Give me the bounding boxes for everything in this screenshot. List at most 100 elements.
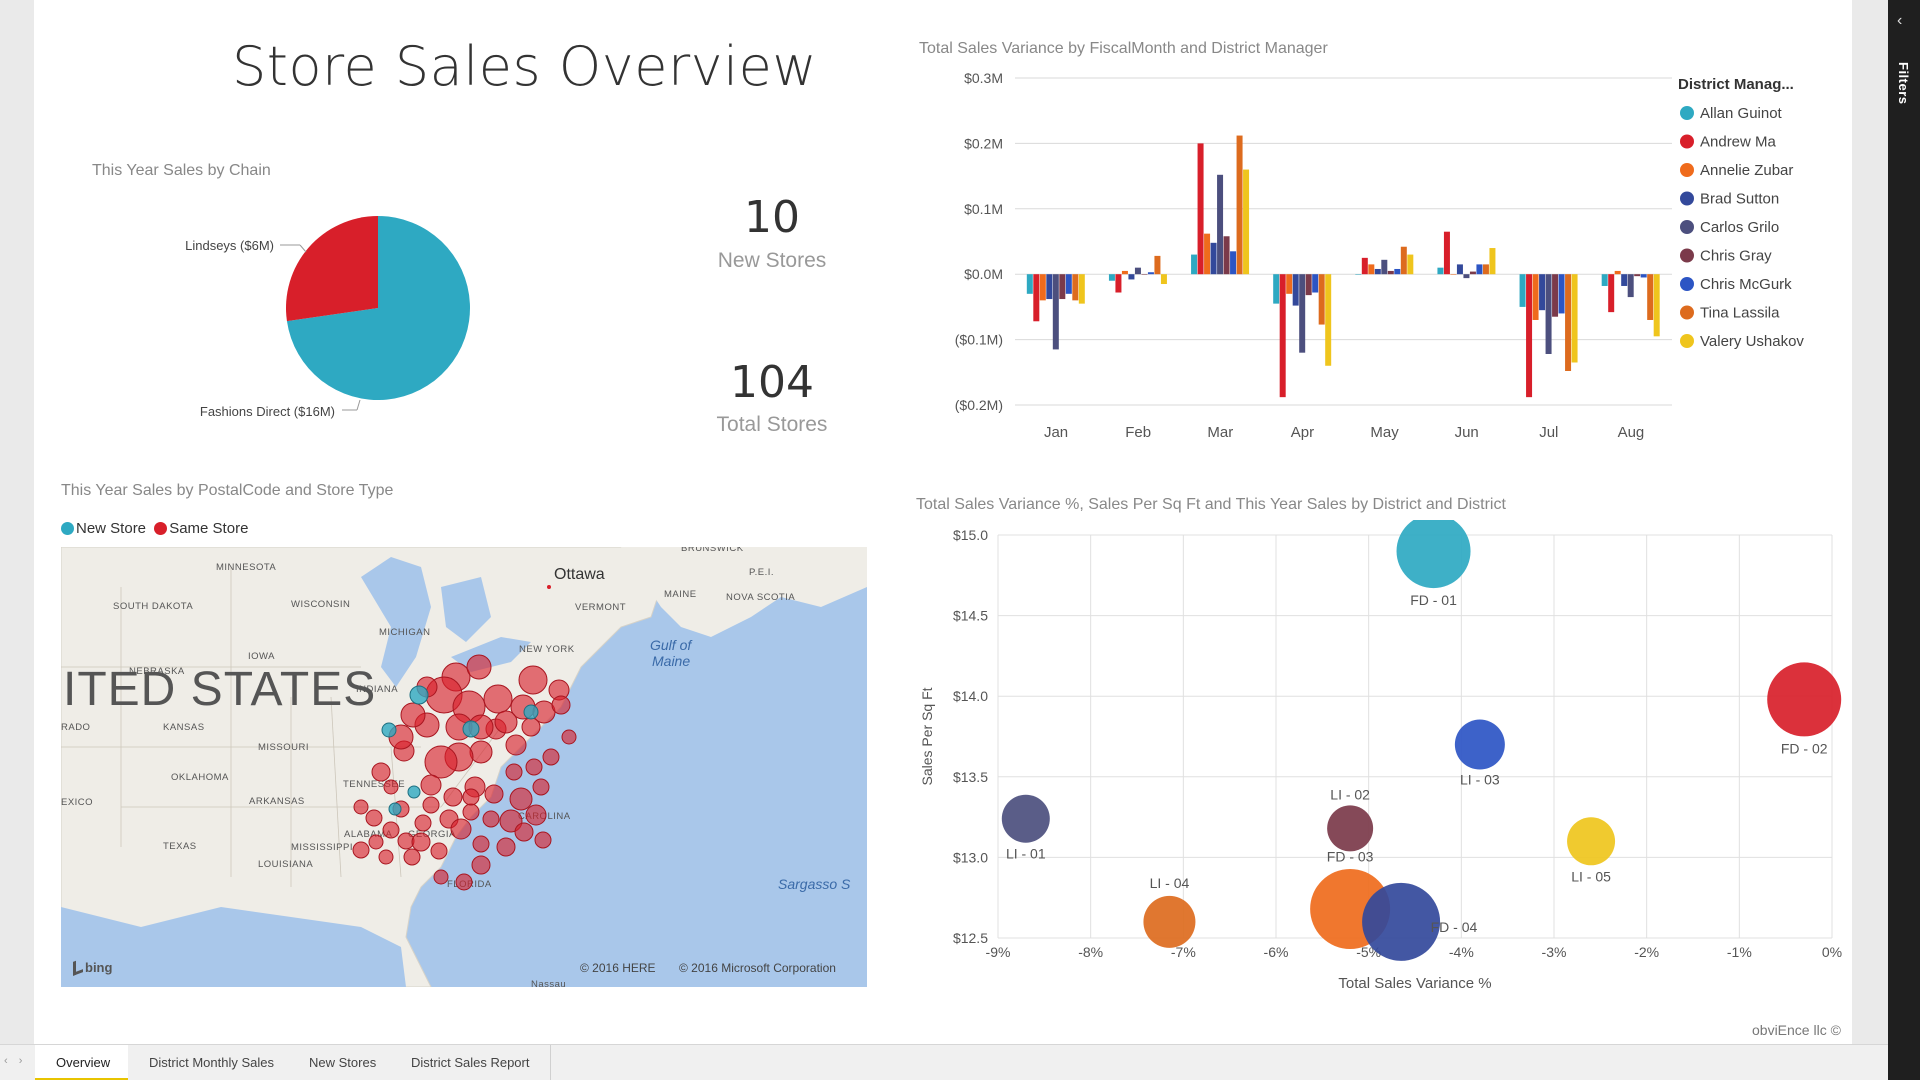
pie-slice-1[interactable] <box>286 216 378 322</box>
map-bubble-same-store[interactable] <box>383 779 399 795</box>
bar-jul-2[interactable] <box>1532 274 1539 320</box>
scatter-bubble-3[interactable] <box>1001 794 1050 843</box>
bar-aug-1[interactable] <box>1608 274 1615 313</box>
bar-legend-dot-3[interactable] <box>1680 191 1694 206</box>
map-bubble-same-store[interactable] <box>466 654 492 680</box>
bar-legend-dot-0[interactable] <box>1680 106 1694 120</box>
chevron-left-icon[interactable]: ‹ <box>1897 12 1903 29</box>
bar-legend-label-0[interactable]: Allan Guinot <box>1700 105 1783 122</box>
map-bubble-same-store[interactable] <box>521 717 541 737</box>
bar-apr-2[interactable] <box>1286 274 1293 294</box>
map-bubble-same-store[interactable] <box>514 822 534 842</box>
map-graphic[interactable]: MINNESOTA SOUTH DAKOTA WISCONSIN MICHIGAN IO… <box>61 547 867 987</box>
bar-jan-7[interactable] <box>1072 274 1079 301</box>
scatter-bubble-2[interactable] <box>1454 719 1505 770</box>
map-bubble-same-store[interactable] <box>542 748 560 766</box>
bar-jan-2[interactable] <box>1039 274 1046 301</box>
map-bubble-same-store[interactable] <box>352 841 370 859</box>
map-bubble-same-store[interactable] <box>505 734 527 756</box>
bar-jun-4[interactable] <box>1463 274 1470 279</box>
bar-jun-0[interactable] <box>1437 267 1444 275</box>
bar-feb-2[interactable] <box>1121 270 1128 275</box>
bar-feb-3[interactable] <box>1128 274 1135 280</box>
map-bubble-same-store[interactable] <box>365 809 383 827</box>
map-bubble-same-store[interactable] <box>472 835 490 853</box>
bar-jan-4[interactable] <box>1052 274 1059 350</box>
map-bubble-same-store[interactable] <box>494 710 518 734</box>
map-bubble-same-store[interactable] <box>471 855 491 875</box>
map-bubble-same-store[interactable] <box>368 834 384 850</box>
map-bubble-same-store[interactable] <box>532 778 550 796</box>
filters-pane[interactable]: ‹ Filters <box>1888 0 1920 1080</box>
tab-district-monthly-sales[interactable]: District Monthly Sales <box>128 1045 296 1080</box>
bar-legend-label-5[interactable]: Chris Gray <box>1700 248 1772 265</box>
bar-aug-7[interactable] <box>1647 274 1654 320</box>
scatter-chart[interactable]: -9% -8% -7% -6% -5% -4% -3% -2% -1% 0%$15.0$14.5$… <box>910 520 1845 1000</box>
bar-aug-6[interactable] <box>1640 274 1647 278</box>
bar-apr-7[interactable] <box>1318 274 1325 325</box>
bar-jan-6[interactable] <box>1065 274 1072 294</box>
scatter-bubble-4[interactable] <box>1327 805 1374 852</box>
map-bubble-same-store[interactable] <box>525 804 547 826</box>
bar-apr-6[interactable] <box>1312 274 1319 293</box>
bar-may-1[interactable] <box>1361 257 1368 275</box>
map-bubble-same-store[interactable] <box>484 784 504 804</box>
map-bubble-same-store[interactable] <box>505 763 523 781</box>
bar-feb-1[interactable] <box>1115 274 1122 293</box>
map-bubble-same-store[interactable] <box>483 684 513 714</box>
map-bubble-new-store[interactable] <box>407 785 421 799</box>
bar-jul-8[interactable] <box>1571 274 1578 363</box>
bar-legend-label-4[interactable]: Carlos Grilo <box>1700 219 1779 236</box>
map-bubble-same-store[interactable] <box>534 831 552 849</box>
bar-mar-3[interactable] <box>1210 242 1217 275</box>
map-bubbles[interactable] <box>352 654 577 891</box>
bar-jan-8[interactable] <box>1078 274 1085 304</box>
bar-jun-7[interactable] <box>1482 264 1489 275</box>
bar-jul-3[interactable] <box>1539 274 1546 311</box>
scatter-bubble-1[interactable] <box>1767 662 1842 737</box>
tab-scroll-arrows[interactable]: ‹ › <box>4 1055 27 1067</box>
map-bubble-new-store[interactable] <box>523 704 539 720</box>
map-bubble-same-store[interactable] <box>411 832 431 852</box>
map-bubble-same-store[interactable] <box>433 869 449 885</box>
bar-mar-4[interactable] <box>1217 174 1224 275</box>
bar-may-0[interactable] <box>1355 274 1362 275</box>
pie-chart[interactable]: Lindseys ($6M) Fashions Direct ($16M) <box>160 200 520 440</box>
bar-legend-label-7[interactable]: Tina Lassila <box>1700 305 1780 322</box>
bar-jan-5[interactable] <box>1059 274 1066 300</box>
bar-chart[interactable]: $0.3M $0.2M $0.1M $0.0M ($0.1M) ($0.2M) Jan Feb… <box>910 60 1810 450</box>
bar-mar-1[interactable] <box>1197 143 1204 275</box>
map-bubble-same-store[interactable] <box>378 849 394 865</box>
bar-feb-6[interactable] <box>1147 272 1154 275</box>
filters-label[interactable]: Filters <box>1896 62 1911 105</box>
map-bubble-same-store[interactable] <box>400 702 426 728</box>
map-bubble-same-store[interactable] <box>422 796 440 814</box>
bar-jul-6[interactable] <box>1558 274 1565 314</box>
map-bubble-same-store[interactable] <box>455 873 473 891</box>
bar-may-8[interactable] <box>1407 254 1414 275</box>
scatter-bubble-7[interactable] <box>1143 895 1196 948</box>
bar-jan-1[interactable] <box>1033 274 1040 322</box>
bar-feb-8[interactable] <box>1160 274 1167 285</box>
map-bubble-new-store[interactable] <box>409 685 429 705</box>
bar-feb-0[interactable] <box>1108 274 1115 281</box>
bar-jul-0[interactable] <box>1519 274 1526 307</box>
scatter-bubble-8[interactable] <box>1567 817 1616 866</box>
bar-apr-3[interactable] <box>1292 274 1299 306</box>
map-bubble-same-store[interactable] <box>450 818 472 840</box>
map-bubble-same-store[interactable] <box>420 774 442 796</box>
bar-legend-label-8[interactable]: Valery Ushakov <box>1700 333 1804 350</box>
bar-apr-8[interactable] <box>1325 274 1332 366</box>
bar-jun-5[interactable] <box>1469 271 1476 275</box>
bar-may-7[interactable] <box>1400 246 1407 275</box>
map-bubble-same-store[interactable] <box>430 842 448 860</box>
bar-aug-2[interactable] <box>1614 270 1621 275</box>
bar-feb-7[interactable] <box>1154 255 1161 275</box>
legend-same-store[interactable]: Same Store <box>154 520 248 537</box>
bar-legend-label-1[interactable]: Andrew Ma <box>1700 134 1777 151</box>
bar-legend-dot-1[interactable] <box>1680 134 1694 149</box>
map-bubble-same-store[interactable] <box>496 837 516 857</box>
bar-legend-label-2[interactable]: Annelie Zubar <box>1700 162 1793 179</box>
map-bubble-new-store[interactable] <box>462 720 480 738</box>
scatter-bubble-6[interactable] <box>1362 882 1441 961</box>
